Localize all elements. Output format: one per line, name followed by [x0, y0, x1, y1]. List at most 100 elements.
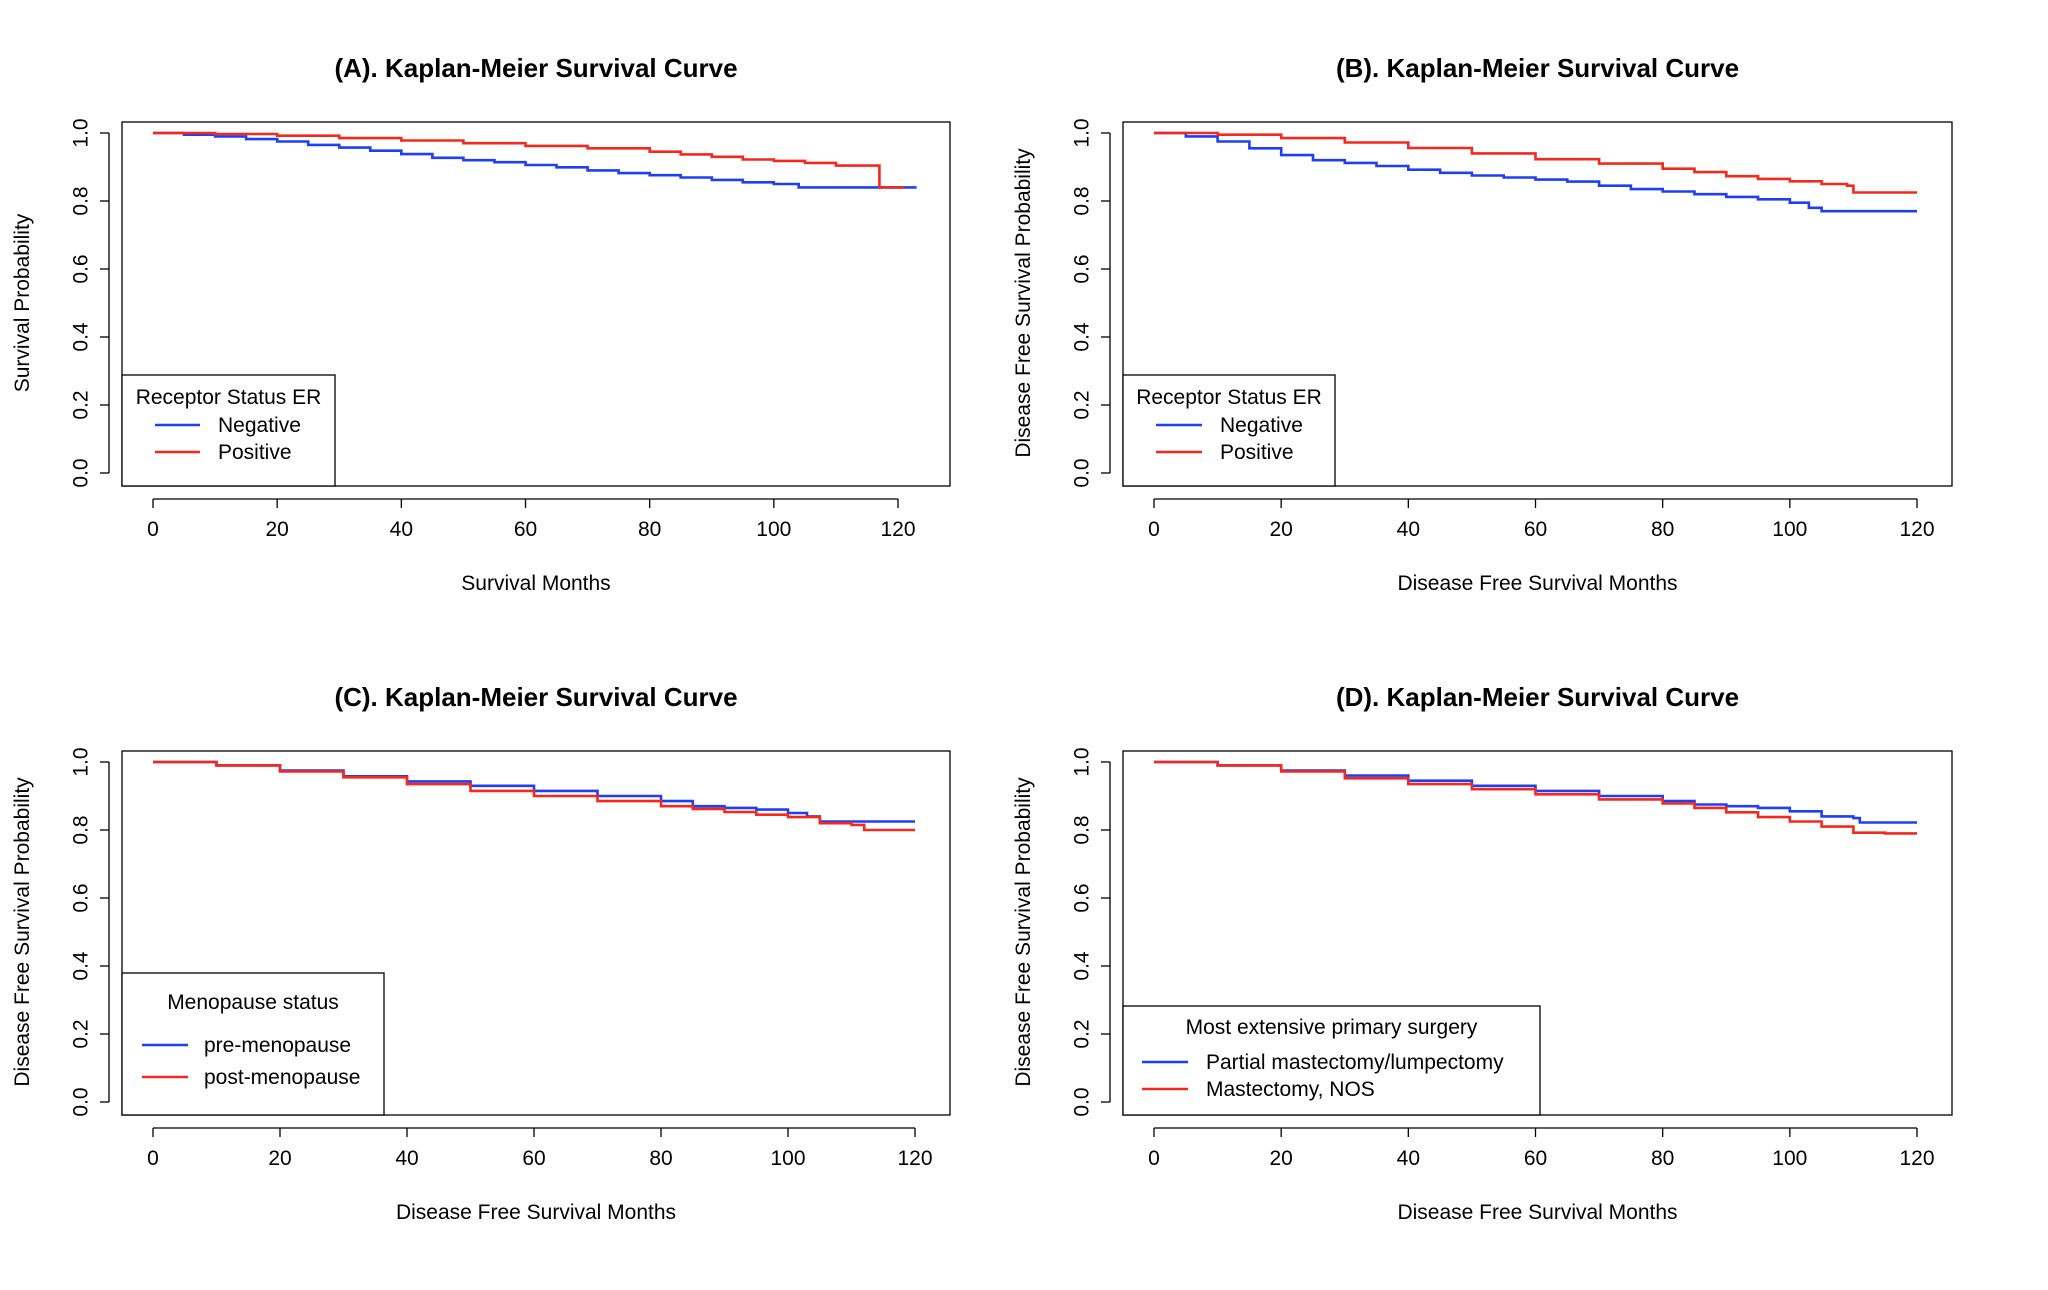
x-tick-label: 0	[1148, 518, 1160, 541]
y-tick-label: 1.0	[1071, 118, 1094, 147]
km-curve-negative	[1154, 131, 1917, 213]
legend: Most extensive primary surgery Partial ma…	[1122, 1005, 1541, 1116]
x-axis-label: Disease Free Survival Months	[1397, 1201, 1677, 1224]
legend-box	[1122, 1005, 1541, 1116]
legend-label: Mastectomy, NOS	[1206, 1078, 1375, 1101]
km-panel-b: (B). Kaplan-Meier Survival Curve 0 20 40 60 8…	[1012, 53, 1953, 595]
km-curve-mastectomy-nos	[1154, 760, 1917, 835]
x-tick-label: 100	[770, 1147, 805, 1170]
x-tick-label: 120	[880, 518, 915, 541]
plot-frame	[121, 750, 951, 1116]
legend: Receptor Status ER Negative Positive	[121, 374, 336, 487]
x-tick-label: 120	[897, 1147, 932, 1170]
y-tick-label: 0.8	[70, 815, 93, 844]
x-tick-label: 20	[265, 518, 288, 541]
y-tick-label: 0.4	[70, 322, 93, 352]
x-tick-label: 0	[147, 1147, 159, 1170]
y-tick-label: 1.0	[70, 747, 93, 776]
x-tick-label: 0	[1148, 1147, 1160, 1170]
x-axis-label: Disease Free Survival Months	[1397, 572, 1677, 595]
plot-frame	[121, 121, 951, 487]
legend-label: Partial mastectomy/lumpectomy	[1206, 1051, 1504, 1074]
y-tick-label: 0.6	[1071, 254, 1094, 283]
legend-title: Receptor Status ER	[1136, 386, 1322, 409]
x-tick-label: 80	[638, 518, 661, 541]
x-tick-label: 0	[147, 518, 159, 541]
x-tick-label: 40	[1397, 1147, 1420, 1170]
y-axis-label: Disease Free Survival Probability	[1012, 777, 1035, 1087]
x-tick-label: 120	[1899, 518, 1934, 541]
y-tick-label: 1.0	[1071, 747, 1094, 776]
x-tick-label: 120	[1899, 1147, 1934, 1170]
legend-label: pre-menopause	[204, 1034, 351, 1057]
x-tick-label: 80	[649, 1147, 672, 1170]
legend-label: Negative	[218, 414, 301, 437]
legend-title: Receptor Status ER	[136, 386, 322, 409]
y-tick-label: 0.4	[1071, 951, 1094, 981]
y-tick-label: 0.0	[70, 1087, 93, 1116]
y-tick-label: 0.4	[70, 951, 93, 981]
y-tick-label: 0.2	[70, 1019, 93, 1048]
km-curve-post-menopause	[153, 760, 915, 832]
chart-title: (C). Kaplan-Meier Survival Curve	[334, 682, 737, 712]
y-tick-label: 0.8	[70, 186, 93, 215]
legend-box	[1122, 374, 1336, 487]
legend: Menopause status pre-menopause post-menopa…	[121, 972, 385, 1116]
y-tick-label: 0.0	[1071, 1087, 1094, 1116]
y-axis-label: Survival Probability	[11, 213, 34, 392]
x-axis-label: Disease Free Survival Months	[396, 1201, 676, 1224]
legend-title: Menopause status	[167, 991, 339, 1014]
y-axis: 0.0 0.2 0.4 0.6 0.8 1.0	[1071, 118, 1111, 488]
y-tick-label: 0.2	[1071, 1019, 1094, 1048]
x-axis: 0 20 40 60 80 100 120	[1148, 1127, 1935, 1170]
x-tick-label: 40	[390, 518, 413, 541]
x-tick-label: 100	[1772, 518, 1807, 541]
y-tick-label: 0.6	[70, 254, 93, 283]
x-tick-label: 100	[756, 518, 791, 541]
x-axis: 0 20 40 60 80 100 120	[147, 498, 916, 541]
y-axis: 0.0 0.2 0.4 0.6 0.8 1.0	[70, 747, 110, 1117]
legend-label: post-menopause	[204, 1066, 360, 1089]
x-tick-label: 80	[1651, 1147, 1674, 1170]
km-curve-negative	[153, 131, 917, 189]
chart-title: (A). Kaplan-Meier Survival Curve	[334, 53, 737, 83]
legend-title: Most extensive primary surgery	[1186, 1016, 1478, 1039]
chart-title: (B). Kaplan-Meier Survival Curve	[1336, 53, 1739, 83]
legend-label: Positive	[218, 441, 292, 464]
legend-label: Positive	[1220, 441, 1294, 464]
x-tick-label: 80	[1651, 518, 1674, 541]
legend-box	[121, 374, 336, 487]
y-tick-label: 0.4	[1071, 322, 1094, 352]
x-tick-label: 60	[1524, 518, 1547, 541]
y-axis: 0.0 0.2 0.4 0.6 0.8 1.0	[1071, 747, 1111, 1117]
y-axis: 0.0 0.2 0.4 0.6 0.8 1.0	[70, 118, 110, 488]
km-panel-a: (A). Kaplan-Meier Survival Curve 0 20 40 60 8…	[11, 53, 951, 595]
x-axis: 0 20 40 60 80 100 120	[1148, 498, 1935, 541]
x-tick-label: 20	[1269, 1147, 1292, 1170]
y-tick-label: 0.2	[1071, 390, 1094, 419]
y-axis-label: Disease Free Survival Probability	[11, 777, 34, 1087]
x-tick-label: 20	[1269, 518, 1292, 541]
chart-title: (D). Kaplan-Meier Survival Curve	[1336, 682, 1739, 712]
km-panel-d: (D). Kaplan-Meier Survival Curve 0 20 40 60 8…	[1012, 682, 1953, 1224]
y-tick-label: 1.0	[70, 118, 93, 147]
x-tick-label: 60	[522, 1147, 545, 1170]
x-tick-label: 60	[514, 518, 537, 541]
legend: Receptor Status ER Negative Positive	[1122, 374, 1336, 487]
x-tick-label: 60	[1524, 1147, 1547, 1170]
y-tick-label: 0.8	[1071, 815, 1094, 844]
x-tick-label: 100	[1772, 1147, 1807, 1170]
y-tick-label: 0.2	[70, 390, 93, 419]
y-axis-label: Disease Free Survival Probability	[1012, 148, 1035, 458]
x-tick-label: 40	[395, 1147, 418, 1170]
y-tick-label: 0.0	[70, 458, 93, 487]
x-axis: 0 20 40 60 80 100 120	[147, 1127, 933, 1170]
plot-frame	[1122, 121, 1953, 487]
y-tick-label: 0.8	[1071, 186, 1094, 215]
x-tick-label: 40	[1397, 518, 1420, 541]
km-curve-positive	[153, 131, 905, 189]
y-tick-label: 0.0	[1071, 458, 1094, 487]
km-panel-c: (C). Kaplan-Meier Survival Curve 0 20 40 60 8…	[11, 682, 951, 1224]
legend-label: Negative	[1220, 414, 1303, 437]
